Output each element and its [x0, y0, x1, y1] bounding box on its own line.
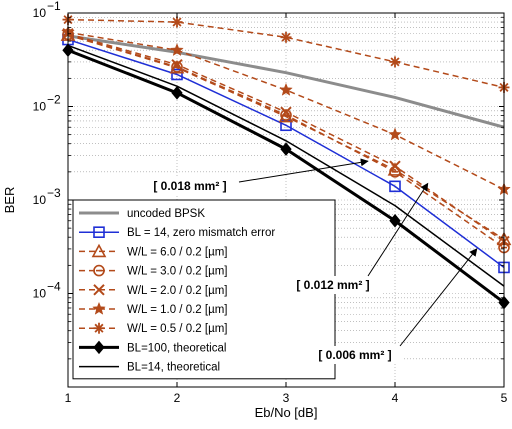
x-tick-label: 2 [174, 391, 181, 405]
series-6-point [170, 43, 184, 57]
series-4-point-ring [171, 61, 183, 73]
x-tick-label: 1 [65, 391, 72, 405]
series-6-point [388, 127, 402, 141]
legend-marker-4 [93, 264, 105, 277]
annotation-arrow-3 [399, 248, 478, 347]
series-6-point [279, 82, 293, 96]
legend-marker-5 [93, 284, 105, 296]
series-group [60, 14, 512, 310]
y-tick-label: 10 [33, 287, 47, 301]
legend-label-2: BL = 14, zero mismatch error [127, 227, 275, 239]
annotation-label-bg-3 [306, 346, 404, 364]
annotation-arrow-1 [238, 158, 369, 183]
annotation-label-2: [ 0.012 mm² ] [296, 278, 369, 292]
y-tick-exponent: −3 [47, 186, 61, 200]
annotation-label-bg-1 [141, 177, 239, 195]
y-axis-label: BER [2, 187, 17, 214]
annotations: [ 0.018 mm² ] [ 0.012 mm² ] [ 0.006 mm² ] [141, 158, 478, 364]
series-4-point-ring [280, 109, 292, 121]
legend-marker-2 [93, 226, 105, 238]
annotation-arrow-2 [367, 182, 429, 277]
y-tick-exponent: −4 [47, 280, 61, 294]
series-line-2 [67, 38, 505, 269]
legend-marker-7-stroke [94, 323, 104, 333]
annotation-label-bg-2 [284, 276, 382, 294]
legend-label-7: W/L = 0.5 / 0.2 [µm] [127, 323, 227, 335]
series-5-point-stroke [171, 58, 183, 71]
legend-marker-6 [92, 301, 106, 315]
legend-label-3: W/L = 6.0 / 0.2 [µm] [127, 246, 227, 258]
y-tick-label: 10 [33, 6, 47, 20]
series-2-point [389, 180, 401, 193]
series-line-1 [67, 34, 505, 129]
legend-marker-4-ring [93, 264, 105, 277]
y-tick-exponent: −2 [47, 93, 61, 107]
legend-marker-3 [91, 243, 107, 258]
series-7-point [389, 56, 401, 68]
series-7-point [280, 31, 292, 43]
series-7-point-stroke [172, 17, 182, 27]
series-7-point-stroke [390, 57, 400, 67]
legend-label-4: W/L = 3.0 / 0.2 [µm] [127, 266, 227, 278]
series-8-point [280, 142, 292, 156]
y-tick-label: 10 [33, 100, 47, 114]
annotation-label-1: [ 0.018 mm² ] [153, 179, 226, 193]
series-7-point-stroke [281, 32, 291, 42]
series-5-point-stroke [389, 160, 401, 172]
series-5-point [171, 58, 183, 71]
x-axis-label: Eb/No [dB] [255, 405, 318, 420]
legend: uncoded BPSK BL = 14, zero mismatch error… [72, 199, 336, 380]
legend-marker-8 [93, 340, 105, 355]
legend-label-9: BL=14, theoretical [127, 362, 220, 374]
x-tick-label: 4 [392, 391, 399, 405]
x-tick-label: 5 [501, 391, 508, 405]
series-2-point [171, 68, 183, 81]
series-5-point-stroke [280, 106, 292, 118]
y-tick-exponent: −1 [47, 0, 61, 13]
series-line-6 [67, 31, 505, 191]
y-tick-label: 10 [33, 193, 47, 207]
series-line-3 [67, 34, 505, 240]
legend-label-6: W/L = 1.0 / 0.2 [µm] [127, 304, 227, 316]
annotation-label-3: [ 0.006 mm² ] [318, 348, 391, 362]
x-tick-label: 3 [283, 391, 290, 405]
tick-marks: 1 2 3 4 510−110−210−310−4 [33, 0, 508, 405]
legend-marker-5-stroke [93, 284, 105, 296]
series-5-point [280, 106, 292, 118]
series-line-9 [67, 44, 505, 287]
legend-label-5: W/L = 2.0 / 0.2 [µm] [127, 285, 227, 297]
legend-marker-7 [93, 322, 105, 334]
series-8-point [171, 86, 183, 100]
series-line-7 [67, 18, 505, 89]
series-7-point [171, 16, 183, 28]
legend-label-1: uncoded BPSK [127, 208, 205, 220]
series-8-point [389, 213, 401, 228]
series-5-point [389, 160, 401, 172]
legend-label-8: BL=100, theoretical [127, 342, 226, 354]
